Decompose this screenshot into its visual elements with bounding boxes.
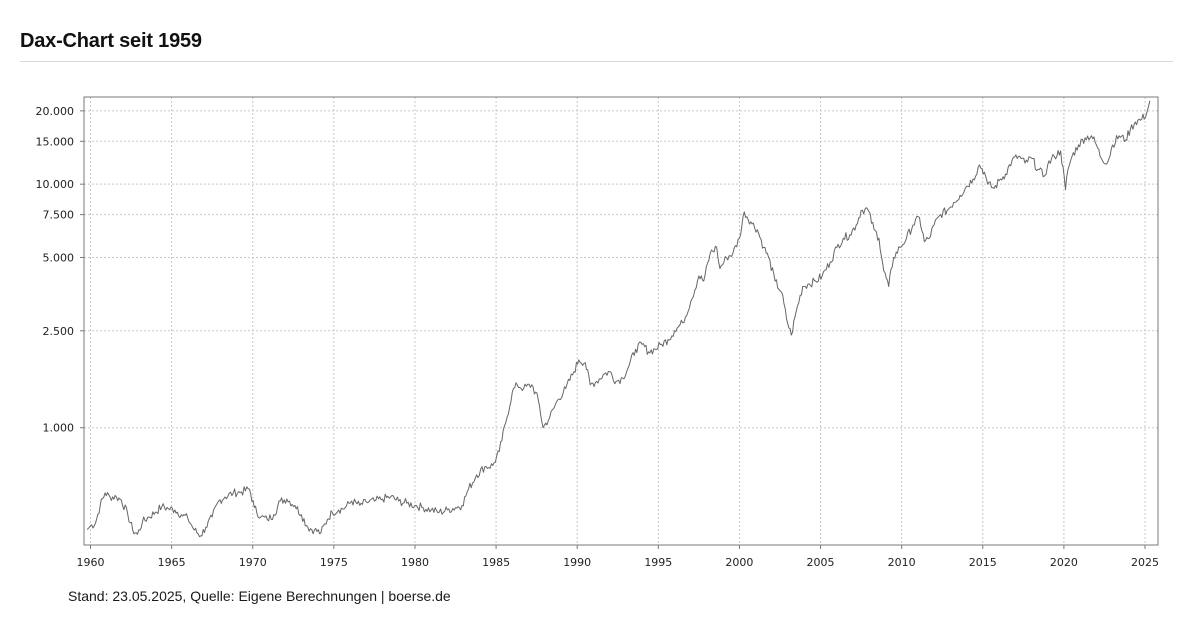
x-tick-label: 1980 (401, 556, 429, 569)
x-axis-tick-labels: 1960 1965 1970 1975 1980 1985 1990 1995 2000 2005… (76, 556, 1159, 569)
dax-series-line (86, 100, 1151, 538)
y-tick-label: 20.000 (36, 105, 75, 118)
x-tick-label: 1965 (158, 556, 186, 569)
page-title: Dax-Chart seit 1959 (20, 30, 202, 52)
x-tick-label: 1995 (644, 556, 672, 569)
x-tick-label: 2010 (888, 556, 916, 569)
y-tick-label: 15.000 (36, 135, 75, 148)
x-tick-label: 1990 (563, 556, 591, 569)
source-note: Stand: 23.05.2025, Quelle: Eigene Berech… (68, 588, 451, 604)
x-tick-label: 1975 (320, 556, 348, 569)
y-tick-label: 2.500 (43, 325, 75, 338)
series-lines (86, 100, 1151, 538)
y-axis-tick-labels: 1.000 2.500 5.000 7.500 10.000 15.000 20.000 (36, 105, 75, 435)
y-tick-label: 1.000 (43, 422, 75, 435)
plot-frame (83, 96, 1159, 546)
x-tick-label: 2015 (969, 556, 997, 569)
x-tick-label: 1985 (482, 556, 510, 569)
x-tick-label: 1970 (239, 556, 267, 569)
x-tick-label: 2020 (1050, 556, 1078, 569)
x-tick-label: 1960 (76, 556, 104, 569)
chart-grid (80, 97, 1158, 549)
dax-line-chart: 1.000 2.500 5.000 7.500 10.000 15.000 20.000 1… (36, 96, 1159, 569)
x-tick-label: 2005 (807, 556, 835, 569)
x-tick-label: 2000 (725, 556, 753, 569)
title-divider (20, 61, 1173, 62)
y-tick-label: 5.000 (43, 251, 75, 264)
y-tick-label: 10.000 (36, 178, 75, 191)
x-tick-label: 2025 (1131, 556, 1159, 569)
y-tick-label: 7.500 (43, 209, 75, 222)
